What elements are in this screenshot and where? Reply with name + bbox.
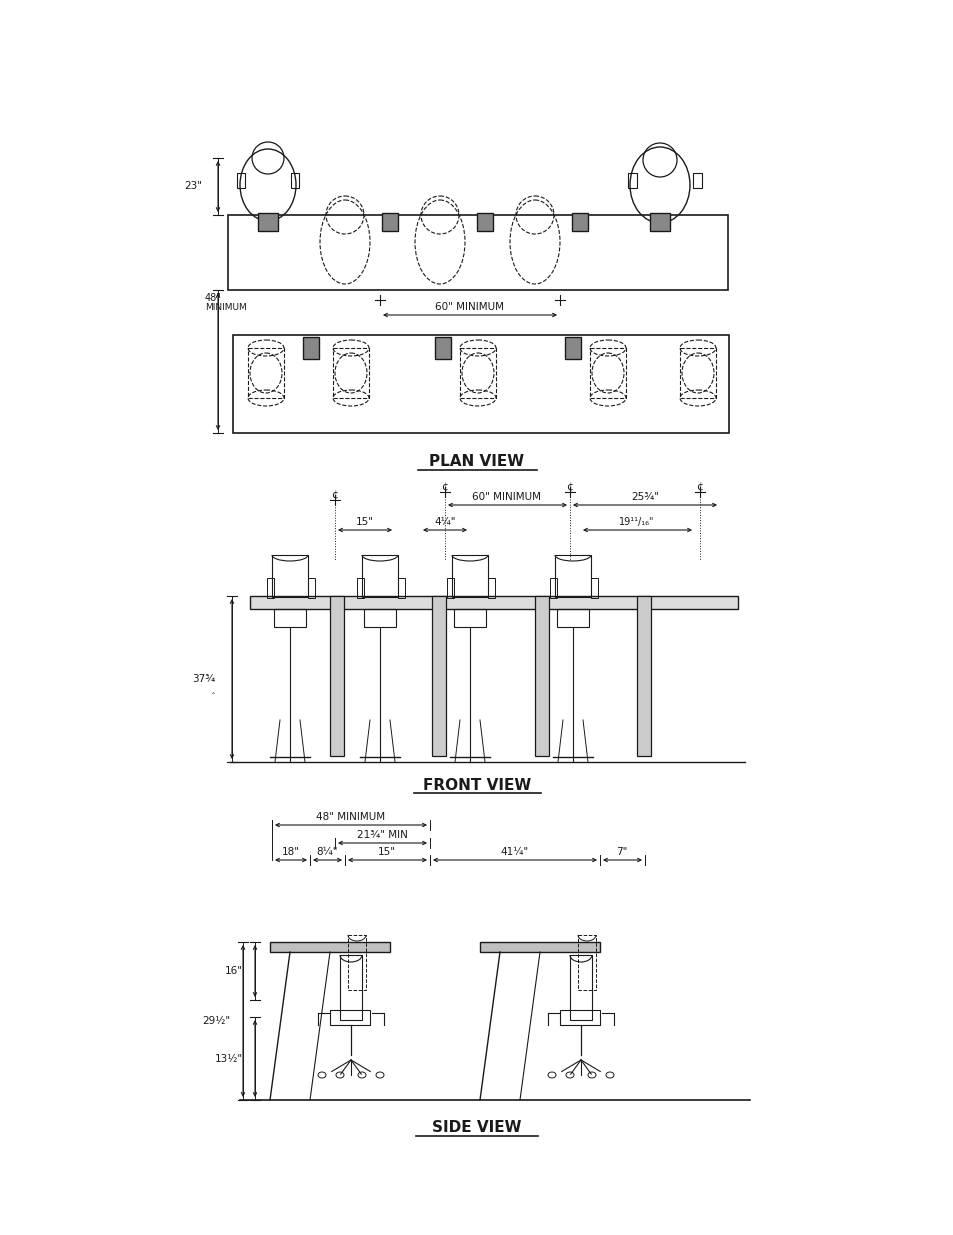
Bar: [679, 348, 716, 398]
Bar: [454, 609, 485, 627]
Text: 15": 15": [377, 847, 395, 857]
Bar: [339, 955, 361, 1020]
Bar: [397, 578, 405, 598]
Bar: [267, 578, 274, 598]
Bar: [236, 173, 245, 188]
Text: 19¹¹/₁₆": 19¹¹/₁₆": [618, 517, 654, 527]
Bar: [452, 555, 488, 597]
Bar: [578, 935, 596, 990]
Bar: [330, 597, 344, 756]
Bar: [589, 348, 625, 398]
Bar: [488, 578, 495, 598]
Bar: [569, 955, 592, 1020]
Text: 16": 16": [225, 966, 243, 976]
Text: 60" MINIMUM: 60" MINIMUM: [472, 492, 541, 501]
Bar: [555, 555, 590, 597]
Bar: [248, 348, 284, 398]
Text: ¢: ¢: [331, 490, 338, 500]
Bar: [649, 212, 669, 231]
Bar: [447, 578, 454, 598]
Text: PLAN VIEW: PLAN VIEW: [429, 454, 524, 469]
Bar: [564, 337, 580, 359]
Bar: [348, 935, 366, 990]
Bar: [274, 609, 306, 627]
Bar: [432, 597, 446, 756]
Bar: [535, 597, 548, 756]
Bar: [272, 555, 308, 597]
Text: ¢: ¢: [566, 482, 573, 492]
Text: 29½": 29½": [202, 1016, 230, 1026]
Bar: [233, 335, 728, 433]
Bar: [590, 578, 598, 598]
Bar: [559, 1010, 599, 1025]
Bar: [692, 173, 701, 188]
Text: FRONT VIEW: FRONT VIEW: [422, 778, 531, 793]
Bar: [479, 942, 599, 952]
Bar: [270, 942, 390, 952]
Text: 48": 48": [205, 293, 221, 303]
Bar: [572, 212, 587, 231]
Text: SIDE VIEW: SIDE VIEW: [432, 1120, 521, 1135]
Bar: [257, 212, 277, 231]
Bar: [459, 348, 496, 398]
Bar: [435, 337, 451, 359]
Text: 13½": 13½": [214, 1053, 243, 1063]
Text: ¢: ¢: [696, 482, 702, 492]
Text: 60" MINIMUM: 60" MINIMUM: [435, 303, 504, 312]
Text: 41¼": 41¼": [500, 847, 529, 857]
Bar: [476, 212, 493, 231]
Text: 7": 7": [616, 847, 627, 857]
Text: 4¼": 4¼": [434, 517, 456, 527]
Bar: [637, 597, 650, 756]
Text: MINIMUM: MINIMUM: [205, 304, 247, 312]
Bar: [333, 348, 369, 398]
Bar: [308, 578, 314, 598]
Text: 48" MINIMUM: 48" MINIMUM: [316, 811, 385, 823]
Text: ‸: ‸: [212, 685, 214, 694]
Text: 37¾: 37¾: [192, 674, 214, 684]
Text: ¢: ¢: [441, 482, 448, 492]
Bar: [361, 555, 397, 597]
Text: 21¾" MIN: 21¾" MIN: [356, 830, 407, 840]
Bar: [228, 215, 727, 290]
Bar: [550, 578, 557, 598]
Bar: [557, 609, 588, 627]
Text: 18": 18": [282, 847, 299, 857]
Bar: [364, 609, 395, 627]
Bar: [627, 173, 637, 188]
Text: 8¼": 8¼": [315, 847, 337, 857]
Text: 25¾": 25¾": [630, 492, 659, 501]
Bar: [330, 1010, 370, 1025]
Text: 23": 23": [184, 182, 202, 191]
Bar: [291, 173, 298, 188]
Bar: [303, 337, 318, 359]
Bar: [356, 578, 364, 598]
Text: 15": 15": [355, 517, 374, 527]
Bar: [381, 212, 397, 231]
Bar: [250, 597, 738, 609]
